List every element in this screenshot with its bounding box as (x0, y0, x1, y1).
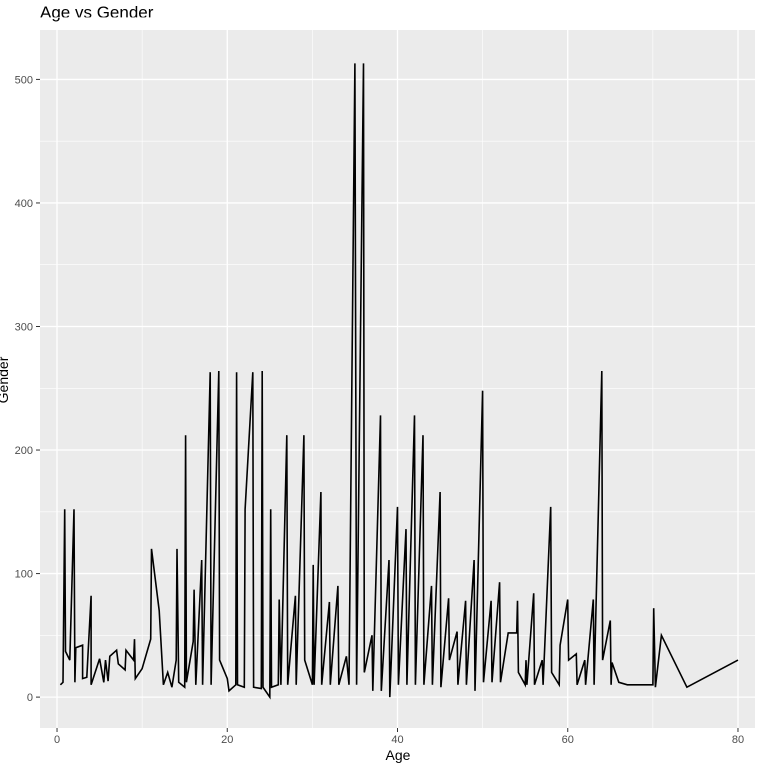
x-tick-label: 60 (562, 734, 574, 746)
x-axis: 0 20 40 60 80 (54, 728, 744, 746)
series-line (59, 63, 739, 700)
x-tick-label: 80 (732, 734, 744, 746)
y-tick-label: 400 (15, 198, 33, 210)
y-tick-label: 500 (15, 74, 33, 86)
y-tick-label: 0 (27, 692, 33, 704)
x-tick-label: 40 (391, 734, 403, 746)
grid-lines (40, 17, 755, 728)
y-tick-label: 200 (15, 445, 33, 457)
y-tick-label: 100 (15, 569, 33, 581)
chart-title: Age vs Gender (40, 3, 154, 22)
x-axis-label: Age (386, 747, 411, 763)
y-axis: 0 100 200 300 400 500 (15, 74, 40, 704)
y-axis-label: Gender (0, 356, 11, 403)
x-tick-label: 0 (54, 734, 60, 746)
y-tick-label: 300 (15, 321, 33, 333)
x-tick-label: 20 (221, 734, 233, 746)
